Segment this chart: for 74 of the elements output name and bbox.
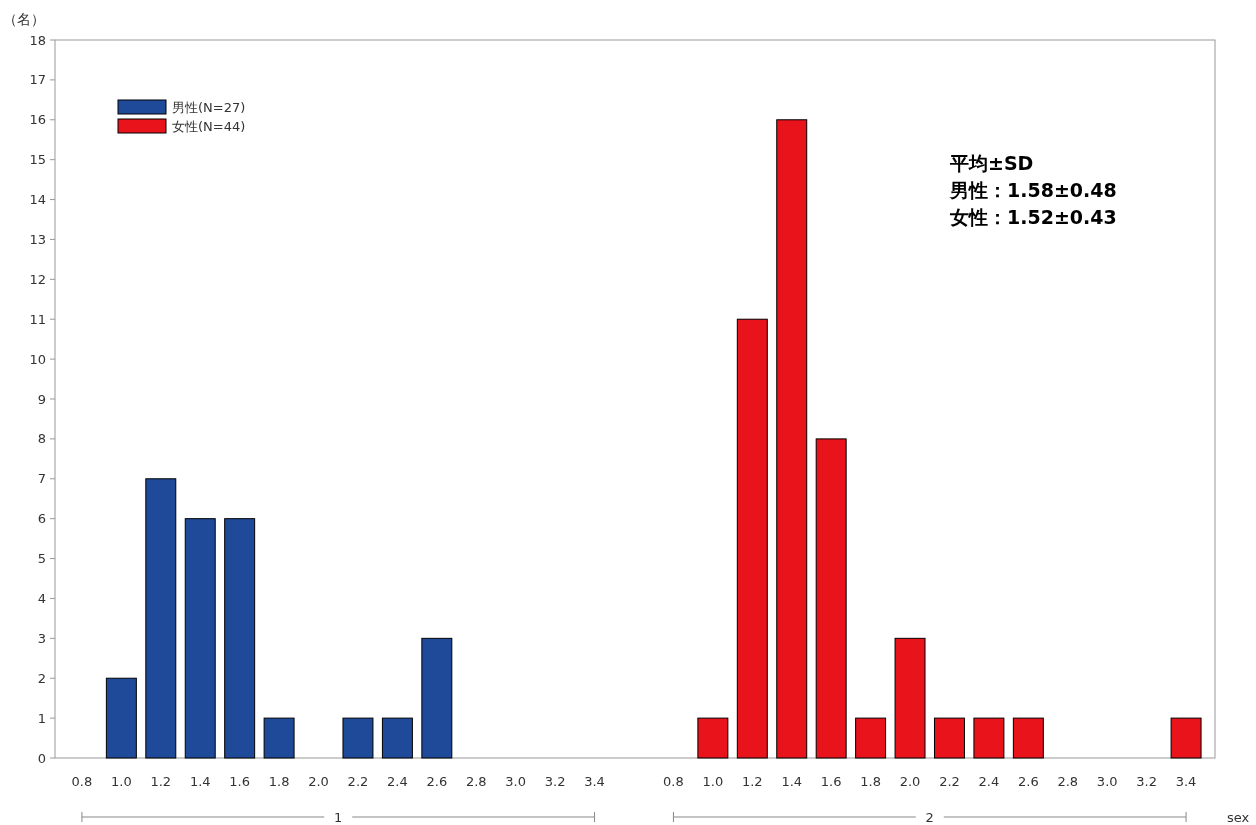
x-tick-label: 2.0 xyxy=(308,774,329,789)
x-tick-label: 1.0 xyxy=(111,774,132,789)
bar xyxy=(1170,717,1202,759)
y-tick-label: 18 xyxy=(29,32,46,48)
x-tick-label: 1.6 xyxy=(229,774,251,789)
x-tick-label: 3.2 xyxy=(1136,774,1157,789)
bar xyxy=(184,518,216,759)
x-tick-label: 3.4 xyxy=(1175,774,1197,789)
x-tick-label: 2.2 xyxy=(939,774,960,789)
x-tick-label: 1.2 xyxy=(150,774,172,789)
text: 2 xyxy=(925,809,934,825)
y-tick-label: 4 xyxy=(37,590,46,606)
annotation: 平均±SD xyxy=(949,152,1034,174)
x-tick-label: 2.8 xyxy=(1057,774,1079,789)
bar xyxy=(421,637,453,759)
bar xyxy=(776,119,808,759)
y-tick-label: 10 xyxy=(29,351,46,367)
y-tick-label: 14 xyxy=(29,192,46,208)
x-tick-label: 0.8 xyxy=(663,774,684,789)
x-tick-label: 2.0 xyxy=(899,774,921,789)
bar xyxy=(736,318,768,759)
text: 1 xyxy=(334,809,343,825)
annotation: 女性：1.52±0.43 xyxy=(949,206,1117,228)
bar xyxy=(381,717,413,759)
y-tick-label: 1 xyxy=(37,710,46,726)
x-tick-label: 2.8 xyxy=(465,774,487,789)
y-tick-label: 17 xyxy=(29,72,46,88)
y-tick-label: 5 xyxy=(37,551,46,567)
x-tick-label: 3.4 xyxy=(584,774,605,789)
x-tick-label: 1.6 xyxy=(820,774,842,789)
bar xyxy=(105,677,137,759)
x-tick-label: 2.2 xyxy=(347,774,369,789)
y-tick-label: 15 xyxy=(29,152,46,168)
y-tick-label: 8 xyxy=(37,431,46,447)
x-tick-label: 1.4 xyxy=(781,774,803,789)
x-tick-label: 2.4 xyxy=(978,774,1000,789)
x-tick-label: 3.0 xyxy=(1096,774,1118,789)
y-tick-label: 9 xyxy=(37,391,46,407)
bar xyxy=(342,717,374,759)
x-tick-label: 1.8 xyxy=(268,774,290,789)
x-tick-label: 2.6 xyxy=(1017,774,1039,789)
bar xyxy=(855,717,887,759)
bar xyxy=(894,637,926,759)
y-tick-label: 16 xyxy=(29,112,46,128)
x-tick-label: 2.4 xyxy=(387,774,408,789)
bar xyxy=(973,717,1005,759)
x-tick-label: 3.2 xyxy=(544,774,566,789)
x-tick-label: 2.6 xyxy=(426,774,448,789)
x-tick-label: 1.0 xyxy=(702,774,724,789)
y-axis-title: （名） xyxy=(3,11,45,27)
x-tick-label: 0.8 xyxy=(71,774,93,789)
bar xyxy=(697,717,729,759)
y-tick-label: 6 xyxy=(37,511,46,527)
y-tick-label: 0 xyxy=(37,750,46,766)
y-tick-label: 11 xyxy=(29,311,46,327)
bar xyxy=(1012,717,1044,759)
bar xyxy=(263,717,295,759)
x-tick-label: 1.4 xyxy=(189,774,211,789)
y-tick-label: 2 xyxy=(37,670,46,686)
x-tick-label: 1.2 xyxy=(741,774,763,789)
x-tick-label: 1.8 xyxy=(860,774,881,789)
x-axis-title: sex xyxy=(1226,809,1250,825)
x-tick-label: 3.0 xyxy=(505,774,527,789)
y-tick-label: 7 xyxy=(37,471,46,487)
y-tick-label: 3 xyxy=(37,630,46,646)
legend-label: 女性(N=44) xyxy=(172,118,246,134)
bar xyxy=(224,518,256,759)
y-tick-label: 12 xyxy=(29,271,46,287)
bar xyxy=(145,478,177,759)
y-tick-label: 13 xyxy=(29,231,46,247)
bar xyxy=(933,717,965,759)
annotation: 男性：1.58±0.48 xyxy=(949,179,1117,201)
bar xyxy=(815,438,847,759)
legend-label: 男性(N=27) xyxy=(172,99,246,115)
